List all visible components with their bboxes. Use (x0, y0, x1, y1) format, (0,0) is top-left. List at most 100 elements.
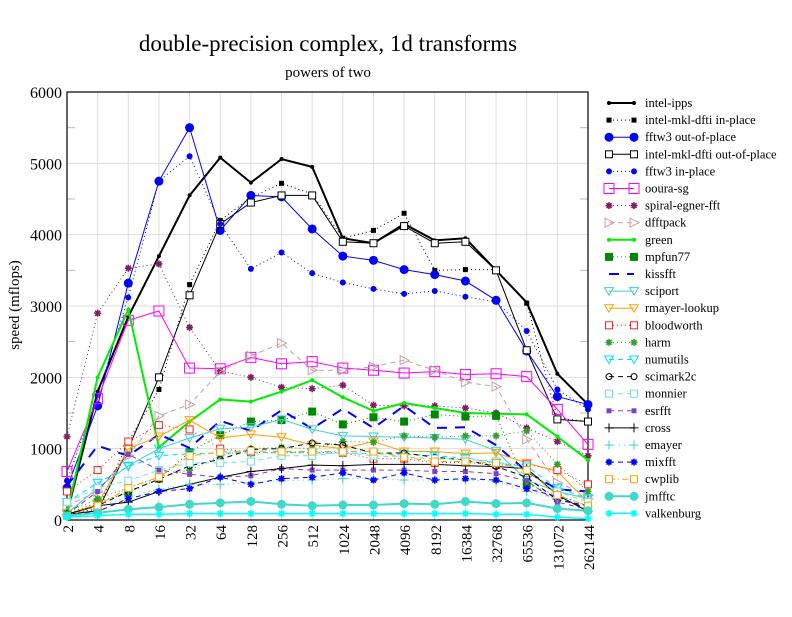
data-point (338, 251, 348, 261)
data-point (400, 510, 408, 518)
data-point (551, 403, 563, 415)
data-point (248, 399, 253, 404)
legend-item: monnier (605, 387, 687, 401)
data-point (277, 447, 286, 456)
legend-item: fftw3 out-of-place (604, 130, 737, 144)
data-point (185, 123, 195, 133)
data-point (245, 423, 257, 433)
data-point (369, 239, 378, 248)
data-point (401, 290, 408, 297)
data-point (461, 412, 470, 421)
data-point (603, 355, 615, 365)
data-point (584, 515, 592, 523)
data-point (628, 183, 640, 194)
legend-item: mixfft (605, 455, 677, 469)
data-point (552, 504, 562, 514)
data-point (605, 373, 613, 381)
axes: 0 1000 2000 3000 4000 5000 6000 2 4 8 16 32 64 128 256… (30, 85, 598, 570)
data-point (155, 487, 163, 495)
data-point (630, 321, 638, 330)
data-point (398, 447, 410, 457)
data-point (154, 410, 166, 422)
data-point (186, 510, 194, 518)
data-point (339, 279, 346, 286)
series-line (66, 453, 589, 515)
data-point (584, 480, 592, 489)
data-point (277, 416, 286, 425)
data-point (214, 433, 226, 443)
legend-label: intel-mkl-dfti out-of-place (645, 147, 777, 161)
data-point (310, 378, 315, 383)
data-point (308, 191, 317, 200)
data-point (184, 433, 195, 443)
data-point (279, 180, 285, 186)
data-point (490, 448, 502, 458)
data-point (605, 509, 613, 517)
legend-label: cwplib (645, 472, 679, 486)
data-point (369, 476, 377, 484)
data-point (585, 406, 591, 413)
data-point (367, 364, 379, 376)
data-point (629, 217, 641, 229)
data-point (63, 433, 71, 441)
data-point (430, 239, 439, 248)
series-line (66, 450, 589, 517)
data-point (185, 499, 195, 509)
data-point (276, 358, 288, 370)
data-point (554, 386, 561, 393)
series-line (66, 126, 589, 489)
data-point (432, 468, 438, 474)
series-ooura-sg (61, 305, 594, 477)
data-point (215, 366, 227, 377)
data-point (370, 467, 376, 473)
legend-label: valkenburg (645, 506, 702, 520)
data-point (603, 287, 615, 297)
data-point (308, 447, 317, 456)
series-line (66, 156, 589, 514)
legend-item: bloodworth (605, 318, 703, 332)
data-point (368, 432, 379, 442)
data-point (368, 500, 378, 510)
x-tick-label: 16384 (459, 525, 475, 563)
data-point (431, 288, 438, 295)
data-point (218, 397, 223, 402)
data-point (94, 512, 102, 520)
data-point (278, 475, 286, 483)
legend-item: green (607, 233, 674, 247)
legend-label: kissfft (645, 267, 677, 281)
data-point (400, 453, 409, 462)
data-point (524, 412, 529, 417)
legend-label: emayer (645, 438, 683, 452)
data-point (606, 168, 612, 175)
data-point (126, 307, 131, 312)
x-tick-label: 128 (245, 525, 261, 548)
data-point (430, 364, 441, 376)
series-esrfft (64, 451, 591, 517)
data-point (310, 164, 315, 169)
data-point (630, 509, 638, 517)
data-point (247, 265, 254, 272)
data-point (339, 438, 347, 446)
legend-item: numutils (603, 353, 689, 367)
data-point (186, 485, 194, 493)
data-point (492, 266, 501, 275)
data-point (630, 202, 638, 210)
data-point (632, 101, 636, 105)
data-point (309, 270, 316, 277)
data-point (553, 438, 561, 446)
data-point (605, 202, 613, 210)
legend-label: fftw3 in-place (645, 164, 716, 178)
legend-label: esrfft (645, 404, 672, 418)
series-mpfun77 (63, 407, 592, 519)
data-point (185, 425, 194, 434)
data-point (216, 448, 225, 457)
legend-item: rmayer-lookup (603, 301, 719, 315)
series-kissfft (66, 404, 589, 493)
data-point (431, 433, 439, 441)
data-point (155, 510, 163, 518)
data-point (306, 356, 318, 368)
data-point (337, 431, 349, 441)
data-point (605, 338, 613, 346)
data-point (521, 371, 533, 383)
